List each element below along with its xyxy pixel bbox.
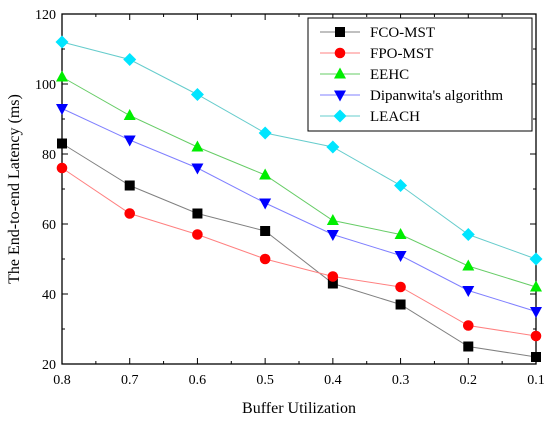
legend-marker-dipanwita-s-algorithm	[334, 90, 346, 102]
legend-label-eehc: EEHC	[370, 67, 409, 83]
y-tick-label: 120	[35, 8, 56, 23]
data-point-fpo-mst	[192, 229, 203, 240]
data-point-fco-mst	[57, 138, 67, 149]
data-point-eehc	[462, 259, 475, 271]
data-point-fpo-mst	[530, 330, 542, 342]
data-point-leach	[55, 35, 69, 49]
data-point-eehc	[191, 140, 204, 152]
legend-label-fco-mst: FCO-MST	[370, 25, 435, 41]
data-point-leach	[258, 126, 272, 140]
series-markers	[55, 35, 543, 362]
legend-marker-fco-mst	[335, 27, 345, 37]
data-point-fco-mst	[395, 299, 406, 310]
data-point-leach	[123, 53, 137, 66]
data-point-dipanwita-s-algorithm	[394, 251, 407, 262]
data-point-fco-mst	[327, 278, 338, 289]
data-point-dipanwita-s-algorithm	[462, 286, 475, 297]
data-point-leach	[190, 88, 204, 101]
legend-marker-fpo-mst	[334, 47, 346, 59]
data-point-fpo-mst	[395, 281, 406, 293]
x-tick-label: 0.4	[324, 373, 342, 388]
data-point-leach	[326, 140, 340, 154]
legend: FCO-MST FPO-MST EEHC Dipanwita's algorithm L…	[307, 17, 533, 132]
data-point-fco-mst	[124, 180, 135, 191]
y-tick-label: 80	[42, 148, 56, 163]
data-point-dipanwita-s-algorithm	[123, 135, 136, 147]
series-line-leach	[61, 41, 537, 260]
x-tick-label: 0.5	[256, 373, 274, 388]
x-tick-label: 0.6	[189, 373, 207, 388]
legend-label-dipanwita-s-algorithm: Dipanwita's algorithm	[370, 88, 503, 104]
data-point-eehc	[394, 228, 407, 239]
legend-label-fpo-mst: FPO-MST	[370, 46, 433, 62]
data-point-fco-mst	[531, 352, 541, 362]
y-tick-label: 60	[42, 218, 56, 233]
data-point-fpo-mst	[327, 271, 339, 282]
legend-label-leach: LEACH	[370, 109, 420, 125]
x-tick-label: 0.3	[392, 373, 410, 388]
data-point-fpo-mst	[124, 208, 136, 219]
y-tick-label: 100	[35, 78, 56, 93]
data-point-leach	[461, 228, 475, 241]
x-axis-title: Buffer Utilization	[242, 400, 356, 417]
x-tick-label: 0.7	[121, 373, 139, 388]
x-tick-label: 0.8	[53, 373, 71, 388]
data-point-dipanwita-s-algorithm	[326, 230, 339, 241]
data-point-fpo-mst	[259, 253, 271, 265]
data-point-fpo-mst	[462, 320, 474, 331]
data-point-fco-mst	[192, 208, 203, 219]
y-tick-label: 40	[42, 288, 56, 303]
series-line-dipanwita-s-algorithm	[61, 108, 537, 312]
x-tick-label: 0.2	[460, 373, 478, 388]
axes: 0.8 0.7 0.6 0.5 0.4 0.3 0.2 0.1 20 40 60 80 100 120	[35, 8, 545, 388]
legend-marker-eehc	[334, 67, 346, 79]
data-point-fpo-mst	[56, 162, 68, 174]
legend-marker-leach	[333, 109, 347, 123]
data-point-fco-mst	[463, 341, 474, 352]
x-tick-label: 0.1	[527, 373, 545, 388]
series-line-fco-mst	[61, 143, 537, 358]
data-point-eehc	[259, 168, 272, 180]
data-point-leach	[529, 252, 543, 266]
data-point-fco-mst	[260, 226, 271, 236]
series-line-fpo-mst	[61, 167, 537, 337]
data-point-dipanwita-s-algorithm	[530, 307, 542, 318]
data-point-leach	[394, 179, 408, 192]
data-point-eehc	[123, 109, 136, 120]
data-point-eehc	[326, 214, 339, 225]
data-point-dipanwita-s-algorithm	[259, 198, 272, 210]
y-tick-label: 20	[42, 358, 56, 373]
data-point-dipanwita-s-algorithm	[56, 104, 68, 115]
data-point-eehc	[56, 70, 68, 82]
series-lines	[61, 41, 537, 358]
data-point-eehc	[530, 280, 542, 292]
y-axis-title: The End-to-end Latency (ms)	[6, 94, 23, 284]
series-line-eehc	[61, 76, 537, 288]
data-point-dipanwita-s-algorithm	[191, 163, 204, 175]
